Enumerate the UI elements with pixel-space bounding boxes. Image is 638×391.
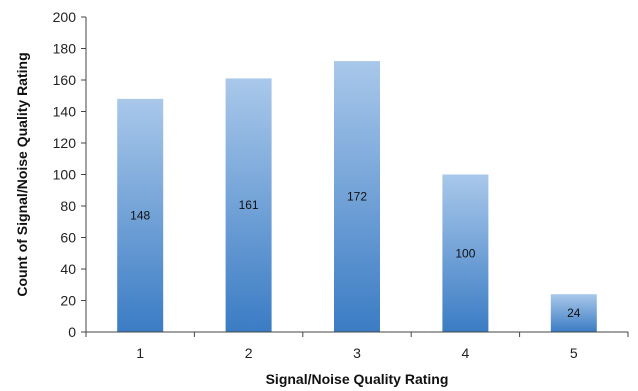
bar-5 — [550, 294, 597, 332]
y-tick-label: 80 — [60, 198, 76, 214]
x-tick-label: 2 — [245, 345, 253, 361]
x-axis-title: Signal/Noise Quality Rating — [266, 371, 449, 387]
data-labels-group: 148 161 172 100 24 — [130, 190, 581, 321]
data-label: 24 — [567, 306, 581, 320]
data-label: 161 — [239, 198, 259, 212]
y-tick-label: 60 — [60, 230, 76, 246]
x-tick-label: 4 — [462, 345, 470, 361]
x-tick-label: 1 — [136, 345, 144, 361]
bar-1 — [117, 98, 164, 333]
x-tick-label: 5 — [570, 345, 578, 361]
y-tick-label: 200 — [53, 9, 77, 25]
bar-4 — [442, 174, 489, 332]
bars-group — [117, 61, 597, 333]
y-tick-label: 100 — [53, 167, 77, 183]
y-tick-label: 0 — [68, 324, 76, 340]
x-axis-ticks: 1 2 3 4 5 — [85, 332, 629, 361]
y-tick-label: 160 — [53, 72, 77, 88]
y-tick-label: 120 — [53, 135, 77, 151]
y-axis-title: Count of Signal/Noise Quality Rating — [14, 52, 30, 296]
data-label: 100 — [455, 246, 475, 260]
y-tick-label: 180 — [53, 41, 77, 57]
y-tick-label: 20 — [60, 293, 76, 309]
y-tick-label: 140 — [53, 104, 77, 120]
data-label: 148 — [130, 208, 150, 222]
data-label: 172 — [347, 190, 367, 204]
y-tick-label: 40 — [60, 261, 76, 277]
y-axis-ticks: 0 20 40 60 80 100 120 140 160 180 200 — [53, 9, 86, 340]
bar-2 — [225, 78, 272, 332]
bar-3 — [334, 61, 380, 332]
x-tick-label: 3 — [353, 345, 361, 361]
